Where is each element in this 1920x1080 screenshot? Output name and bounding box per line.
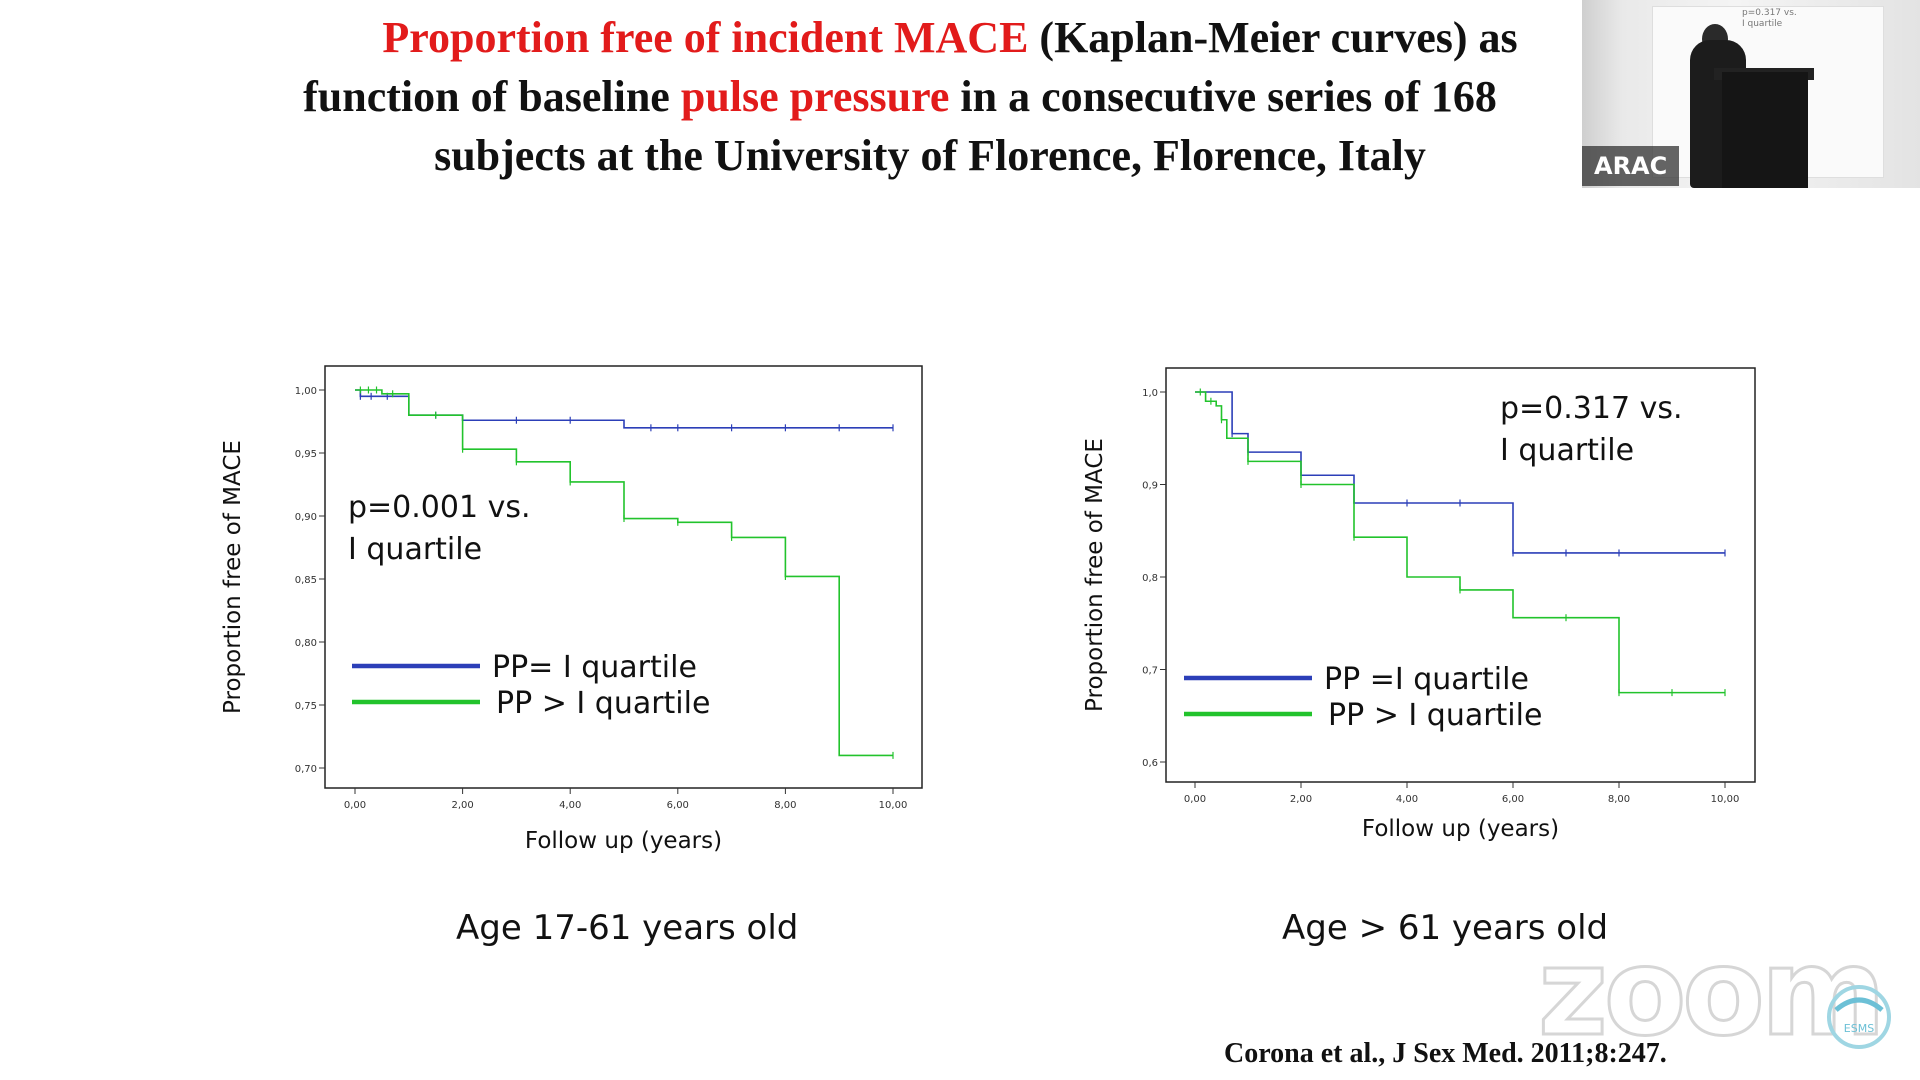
title-highlight-mace: Proportion free of incident MACE: [382, 13, 1029, 62]
x-tick-label: 10,00: [879, 800, 908, 811]
podium: [1722, 72, 1808, 188]
title-line-3: subjects at the University of Florence, …: [434, 131, 1426, 180]
p-value-comparison: I quartile: [348, 532, 482, 567]
y-tick-label: 0,85: [295, 575, 317, 586]
y-tick-label: 0,6: [1142, 758, 1158, 769]
x-tick-label: 0,00: [344, 800, 366, 811]
y-tick-label: 0,75: [295, 701, 317, 712]
plot-area: 0,6 0,7 0,8 0,9 1,0 0,00 2,00 4,00 6,00 8,00 10,00…: [1082, 367, 1756, 842]
title-line-2: function of baseline pulse pressure in a…: [210, 67, 1590, 126]
x-tick-label: 10,00: [1711, 794, 1740, 805]
chart-caption-age-over-61: Age > 61 years old: [1282, 908, 1609, 948]
km-curve-above-first-quartile: [1195, 391, 1725, 694]
title-line-1-rest: (Kaplan-Meier curves) as: [1028, 13, 1518, 62]
x-tick-label: 0,00: [1184, 794, 1206, 805]
title-line-2-rest: in a consecutive series of 168: [949, 72, 1497, 121]
x-tick-label: 2,00: [1290, 794, 1312, 805]
legend-label: PP= I quartile: [492, 650, 697, 685]
legend-label: PP > I quartile: [496, 686, 710, 721]
logo-text: ESMS: [1844, 1022, 1874, 1035]
legend-label: PP > I quartile: [1328, 698, 1542, 733]
y-tick-label: 0,70: [295, 764, 317, 775]
x-tick-label: 6,00: [667, 800, 689, 811]
y-tick-label: 0,7: [1142, 666, 1158, 677]
km-curve-above-first-quartile: [355, 389, 893, 757]
chart-caption-age-17-61: Age 17-61 years old: [456, 908, 799, 948]
y-tick-label: 0,90: [295, 512, 317, 523]
x-tick-label: 4,00: [1396, 794, 1418, 805]
x-tick-label: 6,00: [1502, 794, 1524, 805]
plot-area: 0,70 0,75 0,80 0,85 0,90 0,95 1,00 0,00 2,00 4,00…: [220, 365, 923, 854]
y-axis-label: Proportion free of MACE: [220, 440, 246, 714]
x-tick-label: 4,00: [559, 800, 581, 811]
title-line-2-start: function of baseline: [303, 72, 681, 121]
title-line-1: Proportion free of incident MACE (Kaplan…: [310, 8, 1590, 67]
x-tick-label: 8,00: [774, 800, 796, 811]
title-highlight-pulse-pressure: pulse pressure: [680, 72, 950, 121]
y-tick-label: 0,95: [295, 449, 317, 460]
y-tick-label: 1,0: [1142, 388, 1158, 399]
zoom-watermark: zoom: [1537, 924, 1888, 1063]
p-value-comparison: I quartile: [1500, 433, 1634, 468]
km-chart-age-over-61: 0,6 0,7 0,8 0,9 1,0 0,00 2,00 4,00 6,00 8,00 10,00…: [1082, 367, 1756, 842]
x-axis-label: Follow up (years): [1362, 816, 1559, 842]
slide-title: Proportion free of incident MACE (Kaplan…: [270, 8, 1590, 185]
projected-text-1: p=0.317 vs.: [1742, 8, 1797, 18]
y-tick-label: 0,8: [1142, 573, 1158, 584]
y-axis-label: Proportion free of MACE: [1082, 438, 1108, 712]
x-tick-label: 8,00: [1608, 794, 1630, 805]
citation: Corona et al., J Sex Med. 2011;8:247.: [1224, 1038, 1667, 1069]
projected-text-2: I quartile: [1742, 19, 1783, 29]
projected-slide-text: p=0.317 vs. I quartile: [1742, 8, 1797, 30]
x-axis-label: Follow up (years): [525, 828, 722, 854]
society-logo-watermark: ESMS: [1827, 985, 1891, 1049]
km-chart-age-17-61: 0,70 0,75 0,80 0,85 0,90 0,95 1,00 0,00 2,00 4,00…: [220, 365, 923, 854]
y-tick-label: 1,00: [295, 386, 317, 397]
participant-name-tag: ARAC: [1582, 146, 1680, 186]
y-tick-label: 0,9: [1142, 481, 1158, 492]
x-tick-label: 2,00: [451, 800, 473, 811]
speaker-video-tile[interactable]: p=0.317 vs. I quartile ARAC: [1582, 0, 1920, 188]
y-tick-label: 0,80: [295, 638, 317, 649]
legend-label: PP =I quartile: [1324, 662, 1529, 697]
p-value-annotation: p=0.001 vs.: [348, 490, 531, 525]
p-value-annotation: p=0.317 vs.: [1500, 391, 1683, 426]
